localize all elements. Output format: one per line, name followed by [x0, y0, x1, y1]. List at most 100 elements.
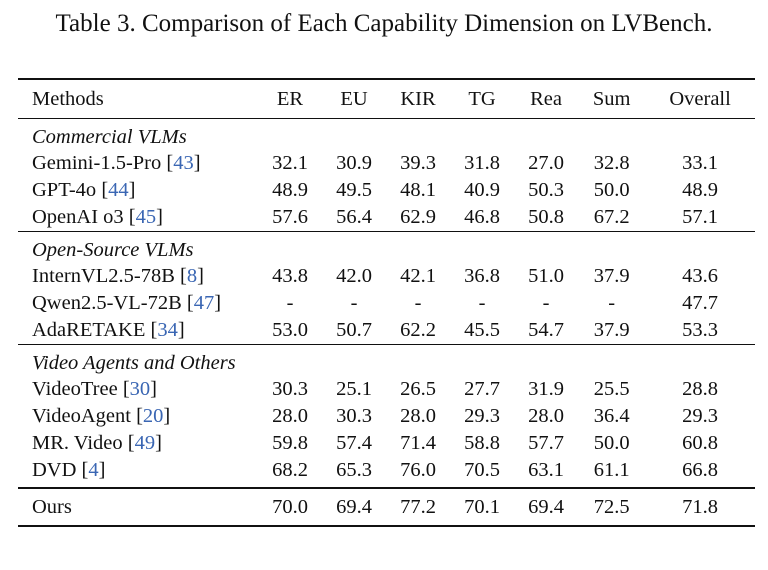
method-name: DVD	[32, 459, 77, 481]
citation-link[interactable]: 43	[173, 152, 194, 174]
citation-link[interactable]: 20	[142, 405, 164, 427]
value-cell: 28.8	[682, 378, 719, 400]
group-header-row: Open-Source VLMs	[18, 231, 755, 263]
value-cell: 37.9	[593, 265, 630, 287]
value-cell: 50.8	[528, 206, 564, 228]
value-cell: 63.1	[528, 459, 564, 481]
value-cell: 72.5	[578, 487, 646, 527]
value-cell: 69.4	[322, 487, 387, 527]
value-cell: 42.1	[400, 265, 436, 287]
value-cell: 50.0	[593, 179, 630, 201]
header-methods: Methods	[18, 78, 258, 119]
method-cell: OpenAI o3 [45]	[32, 206, 163, 228]
value-cell: 31.8	[464, 152, 500, 174]
value-cell: 25.5	[593, 378, 630, 400]
table-row: Qwen2.5-VL-72B [47] - - - - - - 47.7	[18, 290, 755, 317]
value-cell: 29.3	[682, 405, 719, 427]
value-cell: 32.1	[272, 152, 308, 174]
value-cell: 76.0	[400, 459, 436, 481]
value-cell: 51.0	[528, 265, 564, 287]
method-name: Gemini-1.5-Pro	[32, 152, 162, 174]
value-cell: -	[414, 292, 422, 314]
method-cell: Qwen2.5-VL-72B [47]	[32, 292, 222, 314]
citation-link[interactable]: 44	[108, 179, 129, 201]
ours-row: Ours 70.0 69.4 77.2 70.1 69.4 72.5 71.8	[18, 487, 755, 527]
value-cell: 70.1	[450, 487, 515, 527]
value-cell: 48.9	[272, 179, 308, 201]
method-cell: MR. Video [49]	[32, 432, 162, 454]
table-caption: Table 3. Comparison of Each Capability D…	[55, 10, 713, 37]
value-cell: -	[478, 292, 486, 314]
value-cell: -	[608, 292, 616, 314]
citation-link[interactable]: 8	[186, 265, 198, 287]
value-cell: 25.1	[336, 378, 372, 400]
method-cell: Gemini-1.5-Pro [43]	[32, 152, 201, 174]
value-cell: 67.2	[593, 206, 630, 228]
value-cell: 50.7	[336, 319, 372, 341]
table-row: InternVL2.5-78B [8] 43.8 42.0 42.1 36.8 51.0 3…	[18, 263, 755, 290]
method-cell: InternVL2.5-78B [8]	[32, 265, 204, 287]
header-overall: Overall	[645, 78, 755, 119]
value-cell: 56.4	[336, 206, 372, 228]
table-row: OpenAI o3 [45] 57.6 56.4 62.9 46.8 50.8 67.2 57…	[18, 204, 755, 232]
value-cell: 66.8	[682, 459, 719, 481]
header-tg: TG	[450, 78, 515, 119]
method-name: VideoTree	[32, 378, 118, 400]
value-cell: 28.0	[400, 405, 436, 427]
value-cell: 28.0	[272, 405, 308, 427]
value-cell: 71.8	[645, 487, 755, 527]
table-row: VideoAgent [20] 28.0 30.3 28.0 29.3 28.0 36.4 2…	[18, 403, 755, 430]
value-cell: 48.9	[682, 179, 719, 201]
method-name: Ours	[18, 487, 258, 527]
method-name: OpenAI o3	[32, 206, 124, 228]
value-cell: 58.8	[464, 432, 500, 454]
value-cell: 32.8	[593, 152, 630, 174]
value-cell: 65.3	[336, 459, 372, 481]
value-cell: 59.8	[272, 432, 308, 454]
citation-link[interactable]: 4	[88, 459, 99, 481]
header-eu: EU	[322, 78, 387, 119]
value-cell: 57.1	[682, 206, 719, 228]
value-cell: 68.2	[272, 459, 308, 481]
value-cell: 57.6	[272, 206, 308, 228]
value-cell: 77.2	[386, 487, 451, 527]
method-cell: DVD [4]	[32, 459, 106, 481]
citation-link[interactable]: 30	[129, 378, 151, 400]
method-name: Qwen2.5-VL-72B	[32, 292, 182, 314]
method-name: InternVL2.5-78B	[32, 265, 175, 287]
value-cell: 27.0	[528, 152, 564, 174]
citation-link[interactable]: 34	[157, 319, 178, 341]
value-cell: -	[542, 292, 550, 314]
value-cell: 43.6	[682, 265, 719, 287]
method-cell: AdaRETAKE [34]	[32, 319, 185, 341]
header-er: ER	[258, 78, 323, 119]
value-cell: 29.3	[464, 405, 500, 427]
value-cell: 40.9	[464, 179, 500, 201]
value-cell: 70.5	[464, 459, 500, 481]
citation-link[interactable]: 47	[193, 292, 215, 314]
value-cell: 54.7	[528, 319, 564, 341]
method-cell: GPT-4o [44]	[32, 179, 136, 201]
citation-link[interactable]: 45	[135, 206, 157, 228]
value-cell: 33.1	[682, 152, 719, 174]
group-header-row: Video Agents and Others	[18, 344, 755, 376]
method-name: AdaRETAKE	[32, 319, 146, 341]
value-cell: 30.3	[272, 378, 308, 400]
header-rea: Rea	[514, 78, 579, 119]
value-cell: 47.7	[682, 292, 719, 314]
value-cell: 50.3	[528, 179, 564, 201]
group-header-row: Commercial VLMs	[18, 119, 755, 151]
value-cell: 57.4	[336, 432, 372, 454]
value-cell: 36.8	[464, 265, 500, 287]
header-kir: KIR	[386, 78, 451, 119]
method-cell: VideoAgent [20]	[32, 405, 171, 427]
value-cell: 31.9	[528, 378, 564, 400]
table-body: Commercial VLMs Gemini-1.5-Pro [43] 32.1 30…	[18, 119, 755, 527]
value-cell: 27.7	[464, 378, 500, 400]
value-cell: 71.4	[400, 432, 436, 454]
method-name: VideoAgent	[32, 405, 131, 427]
citation-link[interactable]: 49	[134, 432, 156, 454]
table-row: GPT-4o [44] 48.9 49.5 48.1 40.9 50.3 50.0 48.9	[18, 177, 755, 204]
value-cell: 30.9	[336, 152, 372, 174]
value-cell: 60.8	[682, 432, 719, 454]
